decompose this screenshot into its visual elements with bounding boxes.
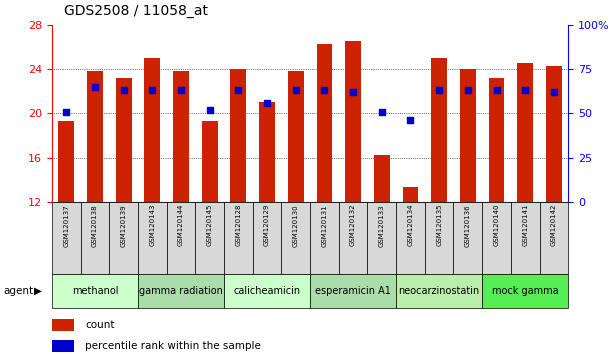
Point (521, 87, 530, 93)
Bar (259, 102, 275, 202)
Bar (173, 71, 189, 202)
Text: GSM120133: GSM120133 (379, 204, 385, 247)
Bar (316, 44, 332, 202)
Text: GSM120135: GSM120135 (436, 204, 442, 246)
Bar (453, 202, 482, 274)
Text: GSM120131: GSM120131 (321, 204, 327, 247)
Text: GSM120143: GSM120143 (149, 204, 155, 246)
Bar (511, 202, 540, 274)
Bar (546, 66, 562, 202)
Text: mock gamma: mock gamma (492, 286, 558, 296)
Point (90, 84, 100, 90)
Bar (282, 202, 310, 274)
Point (205, 107, 214, 113)
Bar (396, 202, 425, 274)
Bar (224, 202, 253, 274)
Point (262, 100, 272, 105)
Text: percentile rank within the sample: percentile rank within the sample (85, 341, 261, 351)
Point (147, 87, 157, 93)
Bar (403, 187, 419, 202)
Bar (482, 274, 568, 308)
Point (492, 87, 502, 93)
Text: GSM120141: GSM120141 (522, 204, 528, 246)
Text: gamma radiation: gamma radiation (139, 286, 223, 296)
Bar (52, 319, 74, 331)
Point (176, 87, 186, 93)
Point (291, 87, 301, 93)
Bar (310, 274, 396, 308)
Text: GSM120129: GSM120129 (264, 204, 270, 246)
Point (406, 118, 415, 123)
Bar (310, 202, 338, 274)
Bar (52, 274, 138, 308)
Text: GSM120142: GSM120142 (551, 204, 557, 246)
Text: GSM120130: GSM120130 (293, 204, 299, 247)
Text: GSM120137: GSM120137 (64, 204, 69, 247)
Bar (230, 69, 246, 202)
Bar (367, 202, 396, 274)
Bar (253, 202, 282, 274)
Text: GSM120145: GSM120145 (207, 204, 213, 246)
Bar (87, 71, 103, 202)
Point (233, 87, 243, 93)
Bar (518, 63, 533, 202)
Bar (138, 274, 224, 308)
Text: agent: agent (3, 286, 33, 296)
Point (320, 87, 329, 93)
Bar (540, 202, 568, 274)
Bar (396, 274, 482, 308)
Bar (431, 58, 447, 202)
Point (119, 87, 128, 93)
Point (348, 89, 358, 95)
Text: GSM120144: GSM120144 (178, 204, 184, 246)
Bar (144, 58, 160, 202)
Bar (196, 202, 224, 274)
Bar (338, 202, 367, 274)
Text: GDS2508 / 11058_at: GDS2508 / 11058_at (64, 4, 208, 18)
Bar (167, 202, 196, 274)
Text: GSM120134: GSM120134 (408, 204, 414, 246)
Text: esperamicin A1: esperamicin A1 (315, 286, 391, 296)
Text: ▶: ▶ (34, 286, 42, 296)
Point (434, 87, 444, 93)
Point (463, 87, 473, 93)
Text: count: count (85, 320, 114, 330)
Text: GSM120139: GSM120139 (120, 204, 126, 247)
Text: neocarzinostatin: neocarzinostatin (398, 286, 480, 296)
Text: GSM120136: GSM120136 (465, 204, 471, 247)
Text: calicheamicin: calicheamicin (233, 286, 301, 296)
Bar (460, 69, 476, 202)
Text: GSM120128: GSM120128 (235, 204, 241, 246)
Bar (81, 202, 109, 274)
Bar (224, 274, 310, 308)
Bar (345, 41, 361, 202)
Bar (482, 202, 511, 274)
Text: GSM120132: GSM120132 (350, 204, 356, 246)
Text: methanol: methanol (71, 286, 118, 296)
Bar (115, 78, 131, 202)
Text: GSM120140: GSM120140 (494, 204, 500, 246)
Bar (109, 202, 138, 274)
Bar (374, 155, 390, 202)
Bar (52, 202, 81, 274)
Bar (52, 340, 74, 352)
Point (61, 109, 71, 114)
Text: GSM120138: GSM120138 (92, 204, 98, 247)
Bar (138, 202, 167, 274)
Bar (425, 202, 453, 274)
Bar (59, 121, 74, 202)
Bar (288, 71, 304, 202)
Bar (489, 78, 505, 202)
Point (549, 89, 559, 95)
Point (377, 109, 387, 114)
Bar (202, 121, 218, 202)
